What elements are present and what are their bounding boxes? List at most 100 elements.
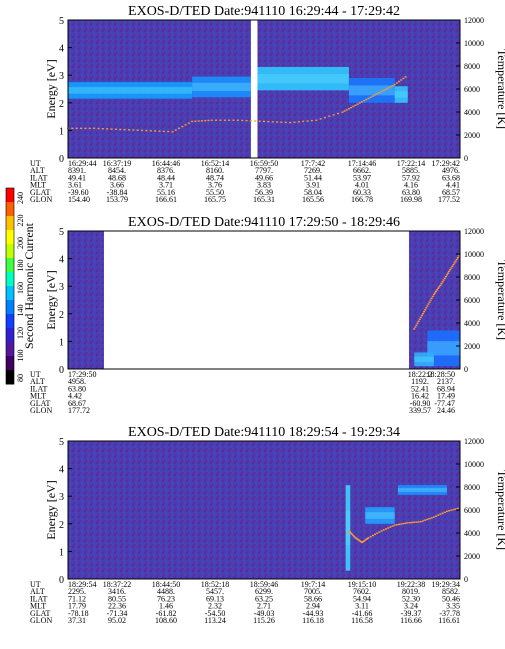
orbit-cell: 8019.	[402, 587, 420, 596]
temperature-point	[387, 87, 390, 89]
orbit-cell: 3.35	[446, 602, 460, 611]
orbit-cell: 56.39	[255, 188, 273, 197]
orbit-cell: 18:22:2	[408, 370, 432, 379]
temperature-point	[424, 309, 427, 311]
orbit-cell: 22.36	[108, 602, 126, 611]
temperature-point	[457, 255, 460, 257]
temperature-point	[417, 320, 420, 322]
orbit-cell: 339.57	[409, 406, 431, 415]
temperature-point	[363, 100, 366, 102]
colorbar-tick-label: 120	[16, 327, 25, 339]
temperature-point	[210, 119, 213, 121]
temperature-point	[416, 322, 419, 324]
orbit-cell: 19:7:14	[301, 580, 325, 589]
y2-tick-label: 2000	[464, 131, 480, 140]
temperature-point	[441, 281, 444, 283]
orbit-cell: 169.98	[400, 195, 422, 204]
temperature-point	[363, 540, 366, 542]
temperature-point	[441, 512, 444, 514]
orbit-cell: 177.72	[68, 406, 90, 415]
orbit-cell: 8391.	[68, 166, 86, 175]
temperature-point	[241, 119, 244, 122]
temperature-point	[437, 514, 440, 516]
y-tick-label: 0	[59, 575, 64, 586]
orbit-cell: 18:59:46	[250, 580, 278, 589]
temperature-point	[171, 131, 174, 133]
temperature-point	[200, 120, 203, 122]
orbit-row-label: ALT	[30, 587, 45, 596]
temperature-point	[404, 76, 407, 78]
colorbar-tick-label: 180	[16, 260, 25, 272]
orbit-cell: -71.34	[107, 609, 128, 618]
temperature-point	[232, 119, 235, 121]
orbit-cell: 8376.	[157, 166, 175, 175]
temperature-point	[145, 129, 148, 132]
y2-tick-label: 4000	[464, 319, 480, 328]
y2-tick-label: 8000	[464, 483, 480, 492]
temperature-point	[408, 521, 411, 524]
orbit-cell: 165.56	[302, 195, 324, 204]
orbit-cell: 2.71	[257, 602, 271, 611]
y-tick-label: 5	[59, 16, 64, 27]
temperature-point	[362, 540, 365, 543]
temperature-point	[358, 540, 361, 542]
orbit-cell: 116.61	[438, 616, 460, 625]
orbit-cell: 3.91	[306, 181, 320, 190]
temperature-point	[236, 119, 239, 121]
temperature-point	[191, 120, 194, 123]
y2-tick-label: 0	[464, 154, 468, 163]
temperature-point	[417, 521, 420, 523]
panel-title: EXOS-D/TED Date:941110 18:29:54 - 19:29:…	[128, 425, 400, 440]
colorbar-tick-label: 160	[16, 282, 25, 294]
temperature-point	[450, 267, 453, 269]
colorbar-label: Second Harmonic Current	[22, 222, 36, 349]
orbit-cell: 8160.	[206, 166, 224, 175]
temperature-point	[75, 127, 78, 129]
temperature-point	[369, 535, 372, 538]
orbit-cell: 108.60	[155, 616, 177, 625]
orbit-cell: 55.16	[157, 188, 175, 197]
temperature-point	[443, 511, 446, 514]
colorbar-swatch	[6, 272, 14, 287]
orbit-cell: 3.24	[404, 602, 418, 611]
y2-axis-label: Temperature [K]	[495, 470, 505, 550]
temperature-point	[436, 289, 439, 291]
temperature-point	[352, 534, 355, 537]
temperature-point	[280, 121, 283, 123]
y2-tick-label: 2000	[464, 342, 480, 351]
temperature-point	[404, 522, 407, 524]
temperature-point	[435, 290, 438, 293]
temperature-point	[88, 127, 91, 129]
orbit-cell: 53.97	[353, 173, 371, 182]
temperature-point	[421, 520, 424, 522]
orbit-cell: 17:7:42	[301, 159, 325, 168]
orbit-cell: -61.82	[156, 609, 177, 618]
y-tick-label: 2	[59, 310, 64, 321]
temperature-point	[132, 129, 135, 131]
temperature-point	[376, 93, 379, 95]
orbit-cell: 63.80	[402, 188, 420, 197]
temperature-point	[353, 535, 356, 538]
temperature-point	[437, 287, 440, 290]
temperature-point	[426, 305, 429, 307]
temperature-point	[361, 101, 363, 103]
orbit-cell: 19:22:38	[397, 580, 425, 589]
orbit-cell: 3.61	[68, 181, 82, 190]
temperature-point	[223, 119, 226, 121]
energy-band	[414, 352, 434, 367]
y-tick-label: 5	[59, 437, 64, 448]
orbit-cell: 18:44:50	[152, 580, 180, 589]
temperature-point	[411, 521, 414, 524]
temperature-point	[319, 118, 322, 120]
energy-band	[394, 86, 408, 103]
orbit-cell: 116.66	[400, 616, 422, 625]
temperature-point	[215, 119, 218, 121]
temperature-point	[271, 121, 274, 123]
y-tick-label: 3	[59, 71, 64, 82]
orbit-cell: 7602.	[353, 587, 371, 596]
temperature-point	[357, 539, 360, 541]
temperature-point	[421, 312, 424, 315]
energy-band-core	[345, 510, 351, 546]
orbit-cell: 7269.	[304, 166, 322, 175]
orbit-cell: 48.68	[108, 173, 126, 182]
